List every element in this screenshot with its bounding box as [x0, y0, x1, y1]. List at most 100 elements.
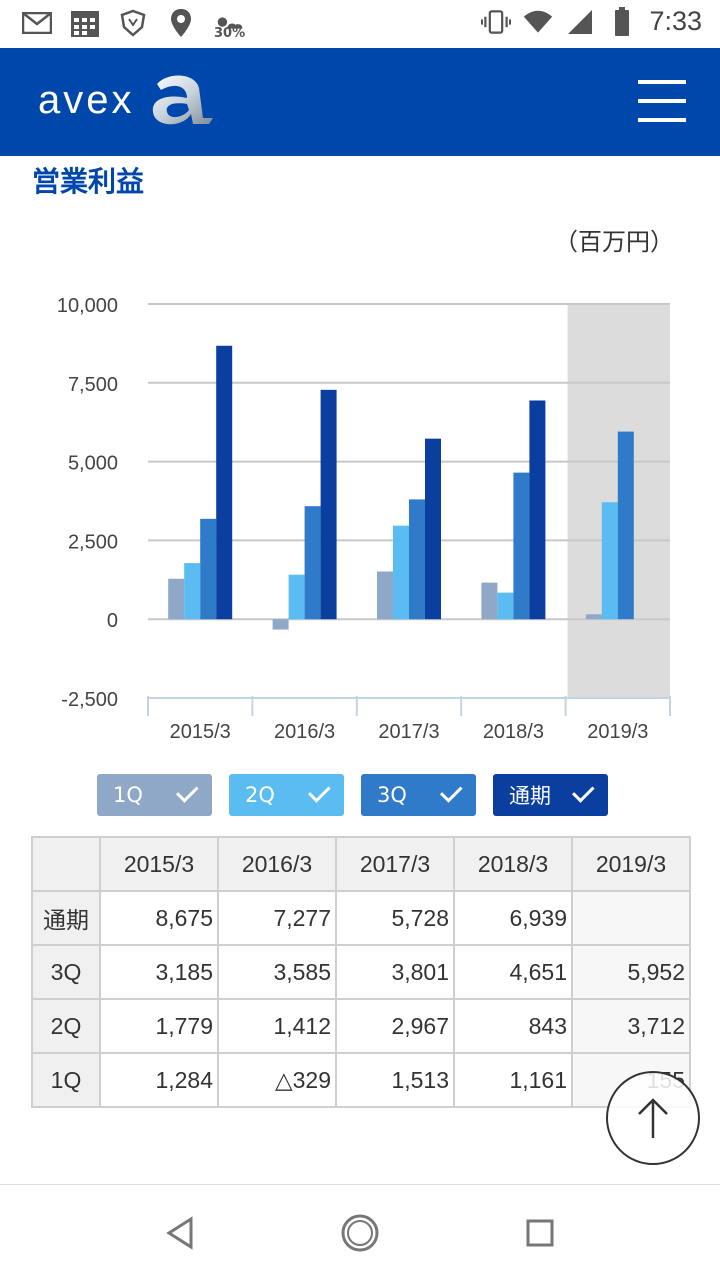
- table-cell: 3,801: [335, 944, 455, 1000]
- table-cell: △329: [217, 1052, 337, 1108]
- bar-通期-2015/3: [216, 345, 233, 620]
- row-header: 通期: [31, 890, 101, 946]
- series-toggle-label: 2Q: [245, 783, 275, 807]
- arrow-up-icon: [638, 1098, 668, 1138]
- table-cell: 5,952: [571, 944, 691, 1000]
- bar-3Q-2019/3: [617, 431, 634, 620]
- wifi-icon: [523, 7, 553, 37]
- bar-1Q-2017/3: [377, 571, 393, 620]
- y-tick-label: -2,500: [61, 689, 118, 711]
- mail-icon: [22, 8, 52, 38]
- row-header: 3Q: [31, 944, 101, 1000]
- back-icon[interactable]: [160, 1213, 200, 1253]
- table-corner-cell: [31, 836, 101, 892]
- bar-通期-2018/3: [529, 400, 546, 620]
- signal-icon: [565, 7, 595, 37]
- bar-2Q-2016/3: [288, 574, 305, 620]
- series-toggle-3Q[interactable]: 3Q: [361, 774, 476, 816]
- table-cell: 1,412: [217, 998, 337, 1054]
- table-cell: 7,277: [217, 890, 337, 946]
- table-cell: 2,967: [335, 998, 455, 1054]
- y-tick-label: 7,500: [68, 374, 118, 396]
- table-cell: 8,675: [99, 890, 219, 946]
- status-bar: 30% 7:33: [0, 0, 720, 48]
- x-tick-label: 2016/3: [274, 721, 335, 743]
- bar-通期-2016/3: [320, 389, 337, 620]
- table-cell: 1,161: [453, 1052, 573, 1108]
- column-header: 2016/3: [217, 836, 337, 892]
- bar-3Q-2018/3: [513, 472, 530, 620]
- table-cell: 843: [453, 998, 573, 1054]
- table-cell: [571, 890, 691, 946]
- row-header: 1Q: [31, 1052, 101, 1108]
- table-cell: 1,779: [99, 998, 219, 1054]
- home-icon[interactable]: [340, 1213, 380, 1253]
- column-header: 2017/3: [335, 836, 455, 892]
- table-row: 3Q 3,185 3,585 3,801 4,651 5,952: [31, 944, 691, 1000]
- checkmark-icon: [439, 780, 463, 803]
- shield-icon: [118, 8, 148, 38]
- bar-3Q-2017/3: [409, 499, 425, 620]
- data-table: 2015/3 2016/3 2017/3 2018/3 2019/3 通期 8,675 7,…: [31, 836, 691, 1108]
- bar-2Q-2015/3: [184, 563, 201, 620]
- scroll-to-top-button[interactable]: [606, 1071, 700, 1165]
- checkmark-icon: [571, 780, 595, 803]
- bar-1Q-2016/3: [272, 619, 289, 630]
- series-toggle-label: 3Q: [377, 783, 407, 807]
- table-row: 2Q 1,779 1,412 2,967 843 3,712: [31, 998, 691, 1054]
- table-cell: 6,939: [453, 890, 573, 946]
- column-header: 2015/3: [99, 836, 219, 892]
- table-cell: 3,185: [99, 944, 219, 1000]
- bar-1Q-2015/3: [168, 578, 185, 620]
- battery-saver-percent: 30%: [214, 26, 246, 41]
- series-toggle-label: 1Q: [113, 783, 143, 807]
- system-nav-bar: [0, 1184, 720, 1280]
- bar-1Q-2018/3: [481, 582, 498, 620]
- operating-profit-chart: 10,000 7,500 5,000 2,500 0 -2,500 2015/3 2016/3…: [57, 295, 671, 743]
- column-header: 2018/3: [453, 836, 573, 892]
- hamburger-menu-icon[interactable]: [638, 80, 686, 122]
- series-toggle-group: 1Q 2Q 3Q 通期: [97, 774, 608, 816]
- x-tick-label: 2015/3: [170, 721, 231, 743]
- column-header: 2019/3: [571, 836, 691, 892]
- vibrate-icon: [481, 7, 512, 37]
- series-toggle-label: 通期: [509, 784, 551, 808]
- table-row: 通期 8,675 7,277 5,728 6,939: [31, 890, 691, 946]
- checkmark-icon: [307, 780, 331, 803]
- weather-icon: [214, 8, 244, 38]
- avex-logo[interactable]: avex: [38, 72, 217, 128]
- table-cell: 4,651: [453, 944, 573, 1000]
- bar-3Q-2015/3: [200, 518, 217, 620]
- bar-1Q-2019/3: [585, 614, 602, 620]
- series-toggle-通期[interactable]: 通期: [493, 774, 608, 816]
- avex-a-mark-icon: [152, 75, 213, 125]
- page-title: 営業利益: [32, 165, 145, 198]
- bar-2Q-2019/3: [601, 502, 618, 620]
- series-toggle-2Q[interactable]: 2Q: [229, 774, 344, 816]
- recents-icon[interactable]: [520, 1213, 560, 1253]
- x-tick-label: 2017/3: [378, 721, 439, 743]
- bar-2Q-2018/3: [497, 592, 514, 620]
- calendar-icon: [70, 8, 100, 38]
- bar-2Q-2017/3: [393, 525, 409, 620]
- location-icon: [166, 8, 196, 38]
- checkmark-icon: [175, 780, 199, 803]
- series-toggle-1Q[interactable]: 1Q: [97, 774, 212, 816]
- y-tick-label: 2,500: [68, 531, 118, 553]
- row-header: 2Q: [31, 998, 101, 1054]
- y-tick-label: 10,000: [57, 295, 118, 317]
- bar-3Q-2016/3: [304, 506, 321, 620]
- logo-text: avex: [38, 77, 135, 122]
- y-tick-label: 0: [107, 610, 118, 632]
- app-header: avex: [0, 48, 720, 156]
- clock: 7:33: [649, 6, 702, 36]
- table-cell: 1,513: [335, 1052, 455, 1108]
- x-tick-label: 2019/3: [587, 721, 648, 743]
- bar-通期-2017/3: [425, 438, 441, 620]
- x-tick-label: 2018/3: [483, 721, 544, 743]
- y-tick-label: 5,000: [68, 453, 118, 475]
- battery-icon: [607, 6, 637, 37]
- table-cell: 3,712: [571, 998, 691, 1054]
- table-cell: 5,728: [335, 890, 455, 946]
